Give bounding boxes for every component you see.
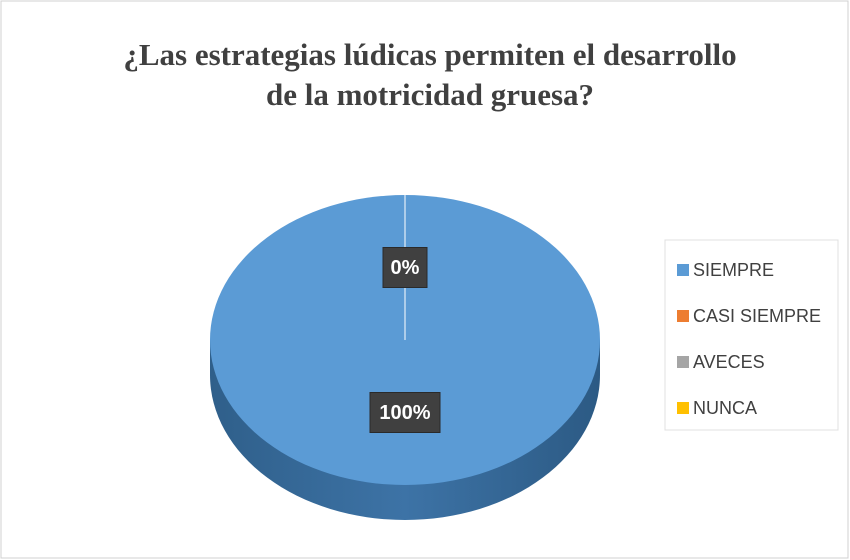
legend-swatch xyxy=(677,402,689,414)
title-line: de la motricidad gruesa? xyxy=(266,77,594,112)
legend-label: SIEMPRE xyxy=(693,260,774,280)
legend-swatch xyxy=(677,356,689,368)
data-label-box xyxy=(382,247,428,288)
legend-swatch xyxy=(677,264,689,276)
legend-label: CASI SIEMPRE xyxy=(693,306,821,326)
legend-label: AVECES xyxy=(693,352,765,372)
data-label: 0% xyxy=(391,257,420,279)
data-label: 100% xyxy=(379,402,430,424)
title-line: ¿Las estrategias lúdicas permiten el des… xyxy=(123,37,736,72)
legend-swatch xyxy=(677,310,689,322)
data-label-box xyxy=(369,392,441,433)
legend-label: NUNCA xyxy=(693,398,757,418)
chart-title: ¿Las estrategias lúdicas permiten el des… xyxy=(123,37,736,112)
legend-box xyxy=(664,239,839,431)
